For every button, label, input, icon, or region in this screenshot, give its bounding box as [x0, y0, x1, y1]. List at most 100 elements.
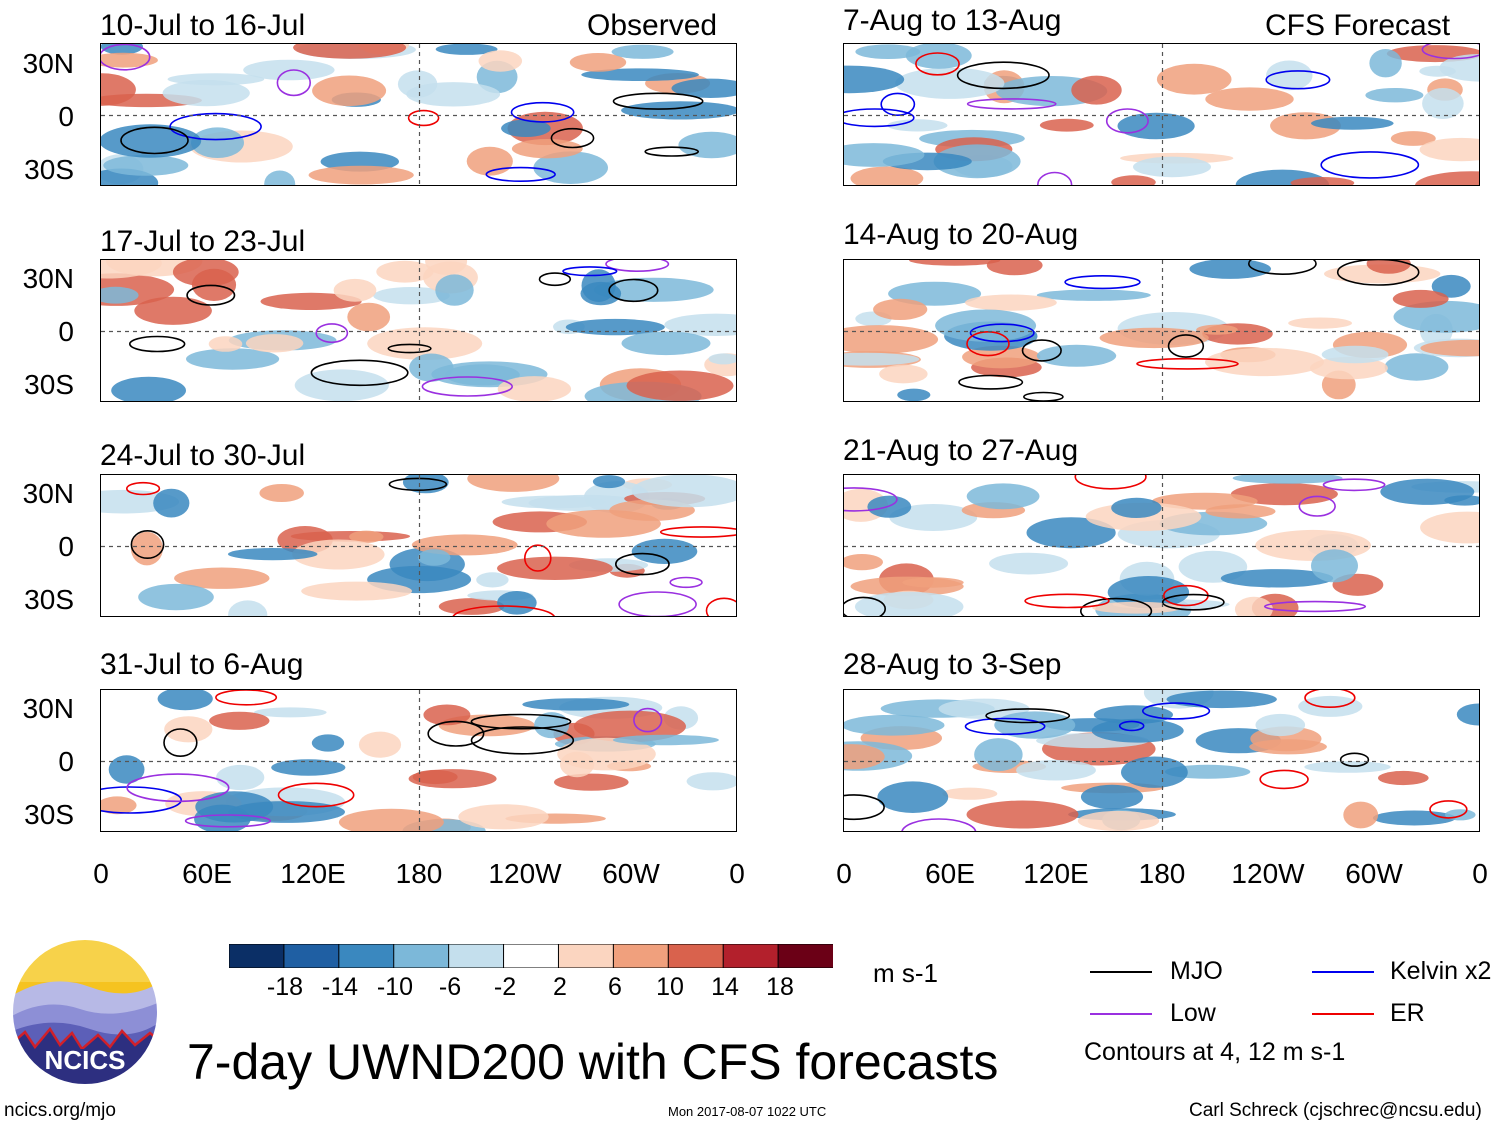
anomaly-blob: [1365, 88, 1424, 103]
anomaly-blob: [1196, 324, 1238, 335]
anomaly-blob: [855, 44, 921, 59]
contour-line: [901, 818, 977, 831]
anomaly-blob: [962, 345, 1041, 369]
contour-line: [1024, 593, 1110, 609]
anomaly-blob: [592, 475, 626, 489]
anomaly-blob: [895, 67, 1005, 99]
panel-title-fcst-4: 28-Aug to 3-Sep: [843, 648, 1062, 681]
anomaly-blob: [260, 292, 362, 310]
anomaly-blob: [435, 274, 474, 306]
anomaly-blob: [293, 44, 407, 59]
map-obs-1: [100, 43, 737, 186]
panel-title-fcst-2: 14-Aug to 20-Aug: [843, 218, 1079, 251]
anomaly-blob: [458, 804, 549, 830]
ytick-30s: 30S: [24, 154, 74, 185]
colorbar-swatch: [667, 943, 725, 969]
legend-line-low: [1090, 1013, 1152, 1015]
anomaly-blob: [1290, 177, 1355, 185]
colorbar-tick: -6: [438, 973, 462, 1001]
anomaly-blob: [1392, 289, 1449, 308]
anomaly-blob: [1036, 289, 1151, 301]
anomaly-blob: [338, 808, 444, 831]
xtick: 120W: [1231, 858, 1305, 889]
xtick: 180: [395, 858, 443, 889]
contour-line: [427, 720, 485, 747]
anomaly-blob: [1026, 517, 1116, 549]
anomaly-blob: [301, 581, 412, 601]
anomaly-blob: [626, 370, 734, 401]
contour-line: [452, 605, 555, 616]
contour-line: [669, 576, 703, 589]
anomaly-blob: [873, 298, 928, 320]
anomaly-blob: [560, 751, 595, 778]
anomaly-blob: [157, 690, 213, 711]
legend-line-kelvin: [1312, 971, 1374, 973]
anomaly-blob: [1380, 478, 1475, 505]
contour-line: [1339, 752, 1370, 767]
anomaly-blob: [844, 65, 905, 94]
anomaly-blob: [138, 583, 214, 611]
colorbar-tick: -10: [376, 973, 414, 1001]
contour-line: [1248, 260, 1317, 275]
contour-line: [1336, 260, 1420, 286]
contour-line: [120, 126, 189, 155]
contour-line: [1161, 593, 1225, 611]
anomaly-blob: [1077, 810, 1160, 831]
anomaly-blob: [1230, 483, 1338, 506]
anomaly-blob: [1016, 759, 1096, 781]
contour-line: [184, 814, 272, 828]
anomaly-blob: [208, 336, 243, 352]
anomaly-blob: [134, 296, 212, 325]
contour-line: [969, 323, 1035, 343]
contour-line: [1263, 600, 1367, 613]
panel-title-obs-1: 10-Jul to 16-Jul: [100, 9, 306, 42]
anomaly-blob: [686, 772, 736, 791]
colorbar-tick: -14: [321, 973, 359, 1001]
contour-line: [1322, 478, 1386, 492]
map-obs-3: [100, 474, 737, 617]
legend-label-mjo: MJO: [1170, 957, 1223, 985]
contour-line: [550, 127, 595, 149]
xtick: 120W: [488, 858, 562, 889]
colorbar-swatch: [338, 943, 395, 969]
contour-line: [1118, 720, 1145, 732]
anomaly-blob: [172, 260, 239, 287]
anomaly-blob: [1369, 49, 1402, 78]
anomaly-blob: [417, 549, 451, 566]
anomaly-blob: [1071, 75, 1122, 105]
site-url[interactable]: ncics.org/mjo: [4, 1100, 116, 1121]
anomaly-blob: [1372, 810, 1456, 826]
anomaly-blob: [1205, 504, 1276, 519]
contour-line: [1142, 702, 1211, 720]
xtick: 0: [836, 858, 852, 889]
anomaly-blob: [1232, 475, 1343, 484]
anomaly-blob: [1039, 118, 1094, 132]
ncics-logo: NCICS: [10, 937, 160, 1087]
legend-label-low: Low: [1170, 999, 1216, 1027]
anomaly-blob: [522, 698, 630, 711]
contour-line: [966, 98, 1057, 110]
cfs-forecast-label: CFS Forecast: [1265, 9, 1451, 42]
contour-line: [985, 708, 1071, 724]
ytick-30n: 30N: [22, 693, 74, 724]
contour-line: [1167, 334, 1205, 358]
colorbar-swatch: [448, 943, 505, 969]
contour-line: [1304, 690, 1356, 708]
anomaly-blob: [1091, 718, 1184, 743]
anomaly-blob: [174, 567, 270, 589]
anomaly-blob: [1205, 347, 1324, 377]
contour-line: [1037, 171, 1073, 185]
anomaly-blob: [406, 82, 501, 107]
contour-line: [844, 596, 886, 616]
contour-line: [169, 112, 262, 141]
anomaly-blob: [162, 79, 250, 107]
anomaly-blob: [412, 769, 458, 785]
contour-line: [1105, 108, 1149, 134]
anomaly-blob: [1311, 116, 1394, 130]
anomaly-blob: [678, 131, 736, 159]
anomaly-blob: [467, 475, 560, 492]
anomaly-blob: [879, 364, 928, 384]
anomaly-blob: [888, 281, 982, 306]
anomaly-blob: [101, 796, 137, 815]
legend-line-mjo: [1090, 971, 1152, 973]
